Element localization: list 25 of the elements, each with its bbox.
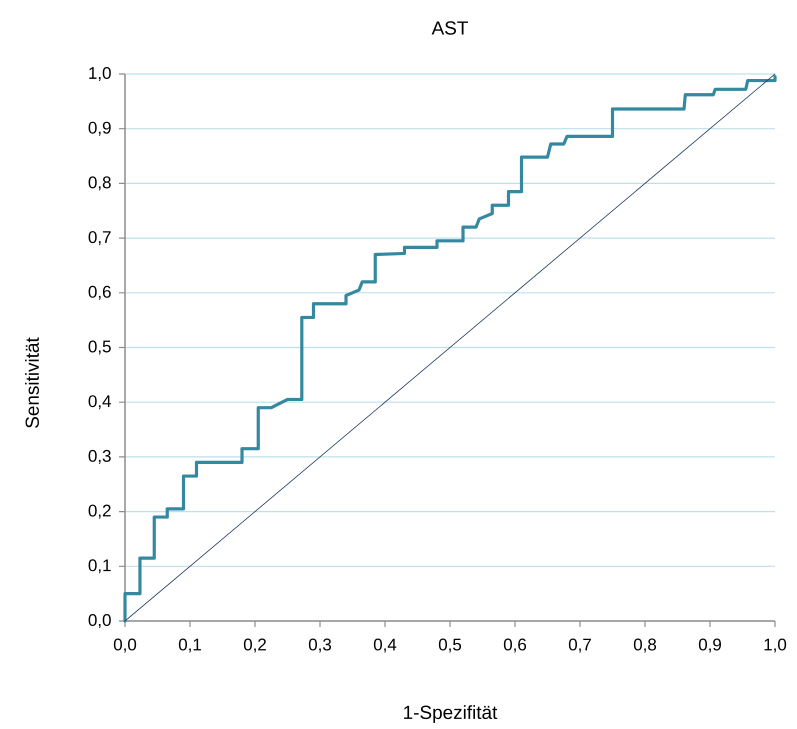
x-tick-label: 0,5 — [438, 638, 462, 653]
y-tick-label: 0,7 — [88, 231, 111, 246]
x-tick-label: 0,2 — [244, 638, 266, 653]
y-tick-label: 0,2 — [88, 504, 111, 519]
x-tick-label: 0,1 — [178, 638, 201, 653]
y-tick-label: 1,0 — [89, 66, 111, 81]
x-tick-label: 0,7 — [568, 638, 591, 653]
y-tick-label: 0,4 — [88, 395, 111, 410]
x-tick-label: 0,3 — [308, 638, 332, 653]
y-tick-label: 0,9 — [88, 122, 111, 136]
x-tick-label: 1,0 — [764, 638, 786, 653]
y-tick-label: 0,8 — [88, 176, 111, 190]
x-tick-label: 0,8 — [634, 638, 656, 653]
y-tick-label: 0,5 — [88, 340, 111, 354]
y-tick-label: 0,0 — [88, 614, 111, 628]
y-tick-label: 0,1 — [88, 559, 111, 574]
y-axis-title: Sensitivität — [25, 337, 39, 428]
x-tick-label: 0,4 — [374, 638, 396, 653]
x-tick-label: 0,9 — [698, 638, 721, 653]
x-axis-title: 1-Spezifität — [404, 705, 498, 723]
y-tick-label: 0,3 — [88, 450, 111, 464]
x-tick-label: 0,0 — [114, 638, 136, 653]
chart-title: AST — [432, 21, 468, 35]
x-tick-label: 0,6 — [504, 638, 526, 653]
y-tick-label: 0,6 — [88, 286, 111, 300]
